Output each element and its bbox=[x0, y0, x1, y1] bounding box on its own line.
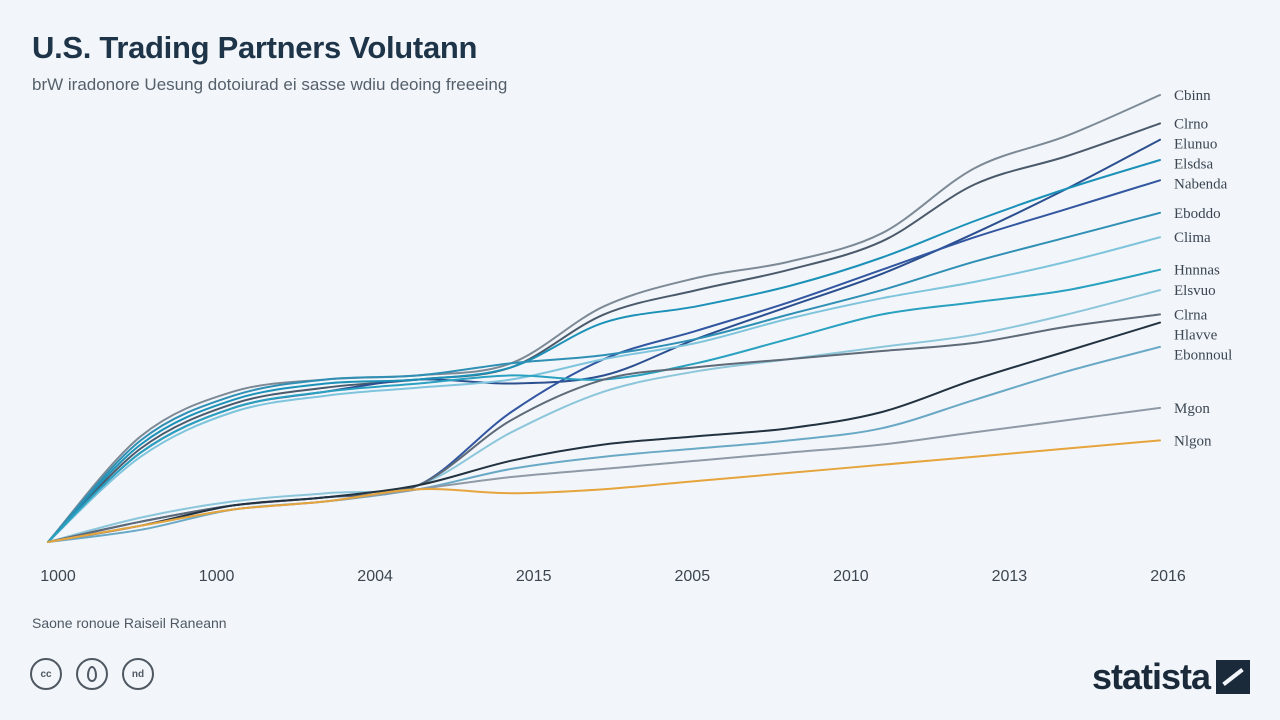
series-line-5 bbox=[47, 211, 1161, 543]
statista-logo: statista bbox=[1092, 656, 1250, 698]
cc-icon: cc bbox=[30, 658, 62, 690]
x-tick-label-0: 1000 bbox=[40, 568, 76, 585]
series-line-1 bbox=[47, 122, 1161, 543]
series-label-10: Hlavve bbox=[1174, 327, 1218, 343]
series-line-7 bbox=[47, 268, 1161, 543]
series-line-10 bbox=[47, 321, 1161, 543]
x-tick-label-3: 2015 bbox=[516, 568, 552, 585]
x-tick-label-4: 2005 bbox=[675, 568, 711, 585]
series-line-3 bbox=[47, 159, 1161, 543]
series-label-3: Elsdsa bbox=[1174, 156, 1214, 172]
series-line-13 bbox=[47, 439, 1161, 543]
series-label-13: Nlgon bbox=[1174, 433, 1212, 449]
x-tick-label-2: 2004 bbox=[357, 568, 393, 585]
series-label-0: Cbinn bbox=[1174, 88, 1211, 104]
license-icons: cc nd bbox=[30, 658, 154, 690]
series-line-12 bbox=[47, 406, 1161, 543]
series-label-5: Eboddo bbox=[1174, 206, 1221, 222]
chart-title: U.S. Trading Partners Volutann bbox=[32, 30, 478, 65]
series-line-6 bbox=[47, 236, 1161, 543]
series-line-8 bbox=[47, 289, 1161, 543]
series-label-7: Hnnnas bbox=[1174, 263, 1220, 279]
x-tick-label-1: 1000 bbox=[199, 568, 235, 585]
chart-subtitle: brW iradonore Uesung dotoiurad ei sasse … bbox=[32, 75, 508, 94]
x-tick-label-7: 2016 bbox=[1150, 568, 1186, 585]
series-label-11: Ebonnoul bbox=[1174, 347, 1232, 363]
series-label-6: Clima bbox=[1174, 230, 1211, 246]
nd-icon: nd bbox=[122, 658, 154, 690]
series-label-4: Nabenda bbox=[1174, 176, 1228, 192]
x-tick-label-5: 2010 bbox=[833, 568, 869, 585]
source-note: Saone ronoue Raiseil Raneann bbox=[32, 615, 227, 631]
series-line-0 bbox=[47, 94, 1161, 543]
statista-mark-icon bbox=[1216, 660, 1250, 694]
series-label-1: Clrno bbox=[1174, 116, 1208, 132]
series-label-8: Elsvuo bbox=[1174, 283, 1216, 299]
series-label-9: Clrna bbox=[1174, 307, 1208, 323]
x-tick-label-6: 2013 bbox=[992, 568, 1028, 585]
series-line-4 bbox=[47, 179, 1161, 543]
attribution-icon bbox=[76, 658, 108, 690]
series-label-2: Elunuo bbox=[1174, 136, 1217, 152]
brand-name: statista bbox=[1091, 656, 1211, 697]
series-label-12: Mgon bbox=[1174, 401, 1210, 417]
